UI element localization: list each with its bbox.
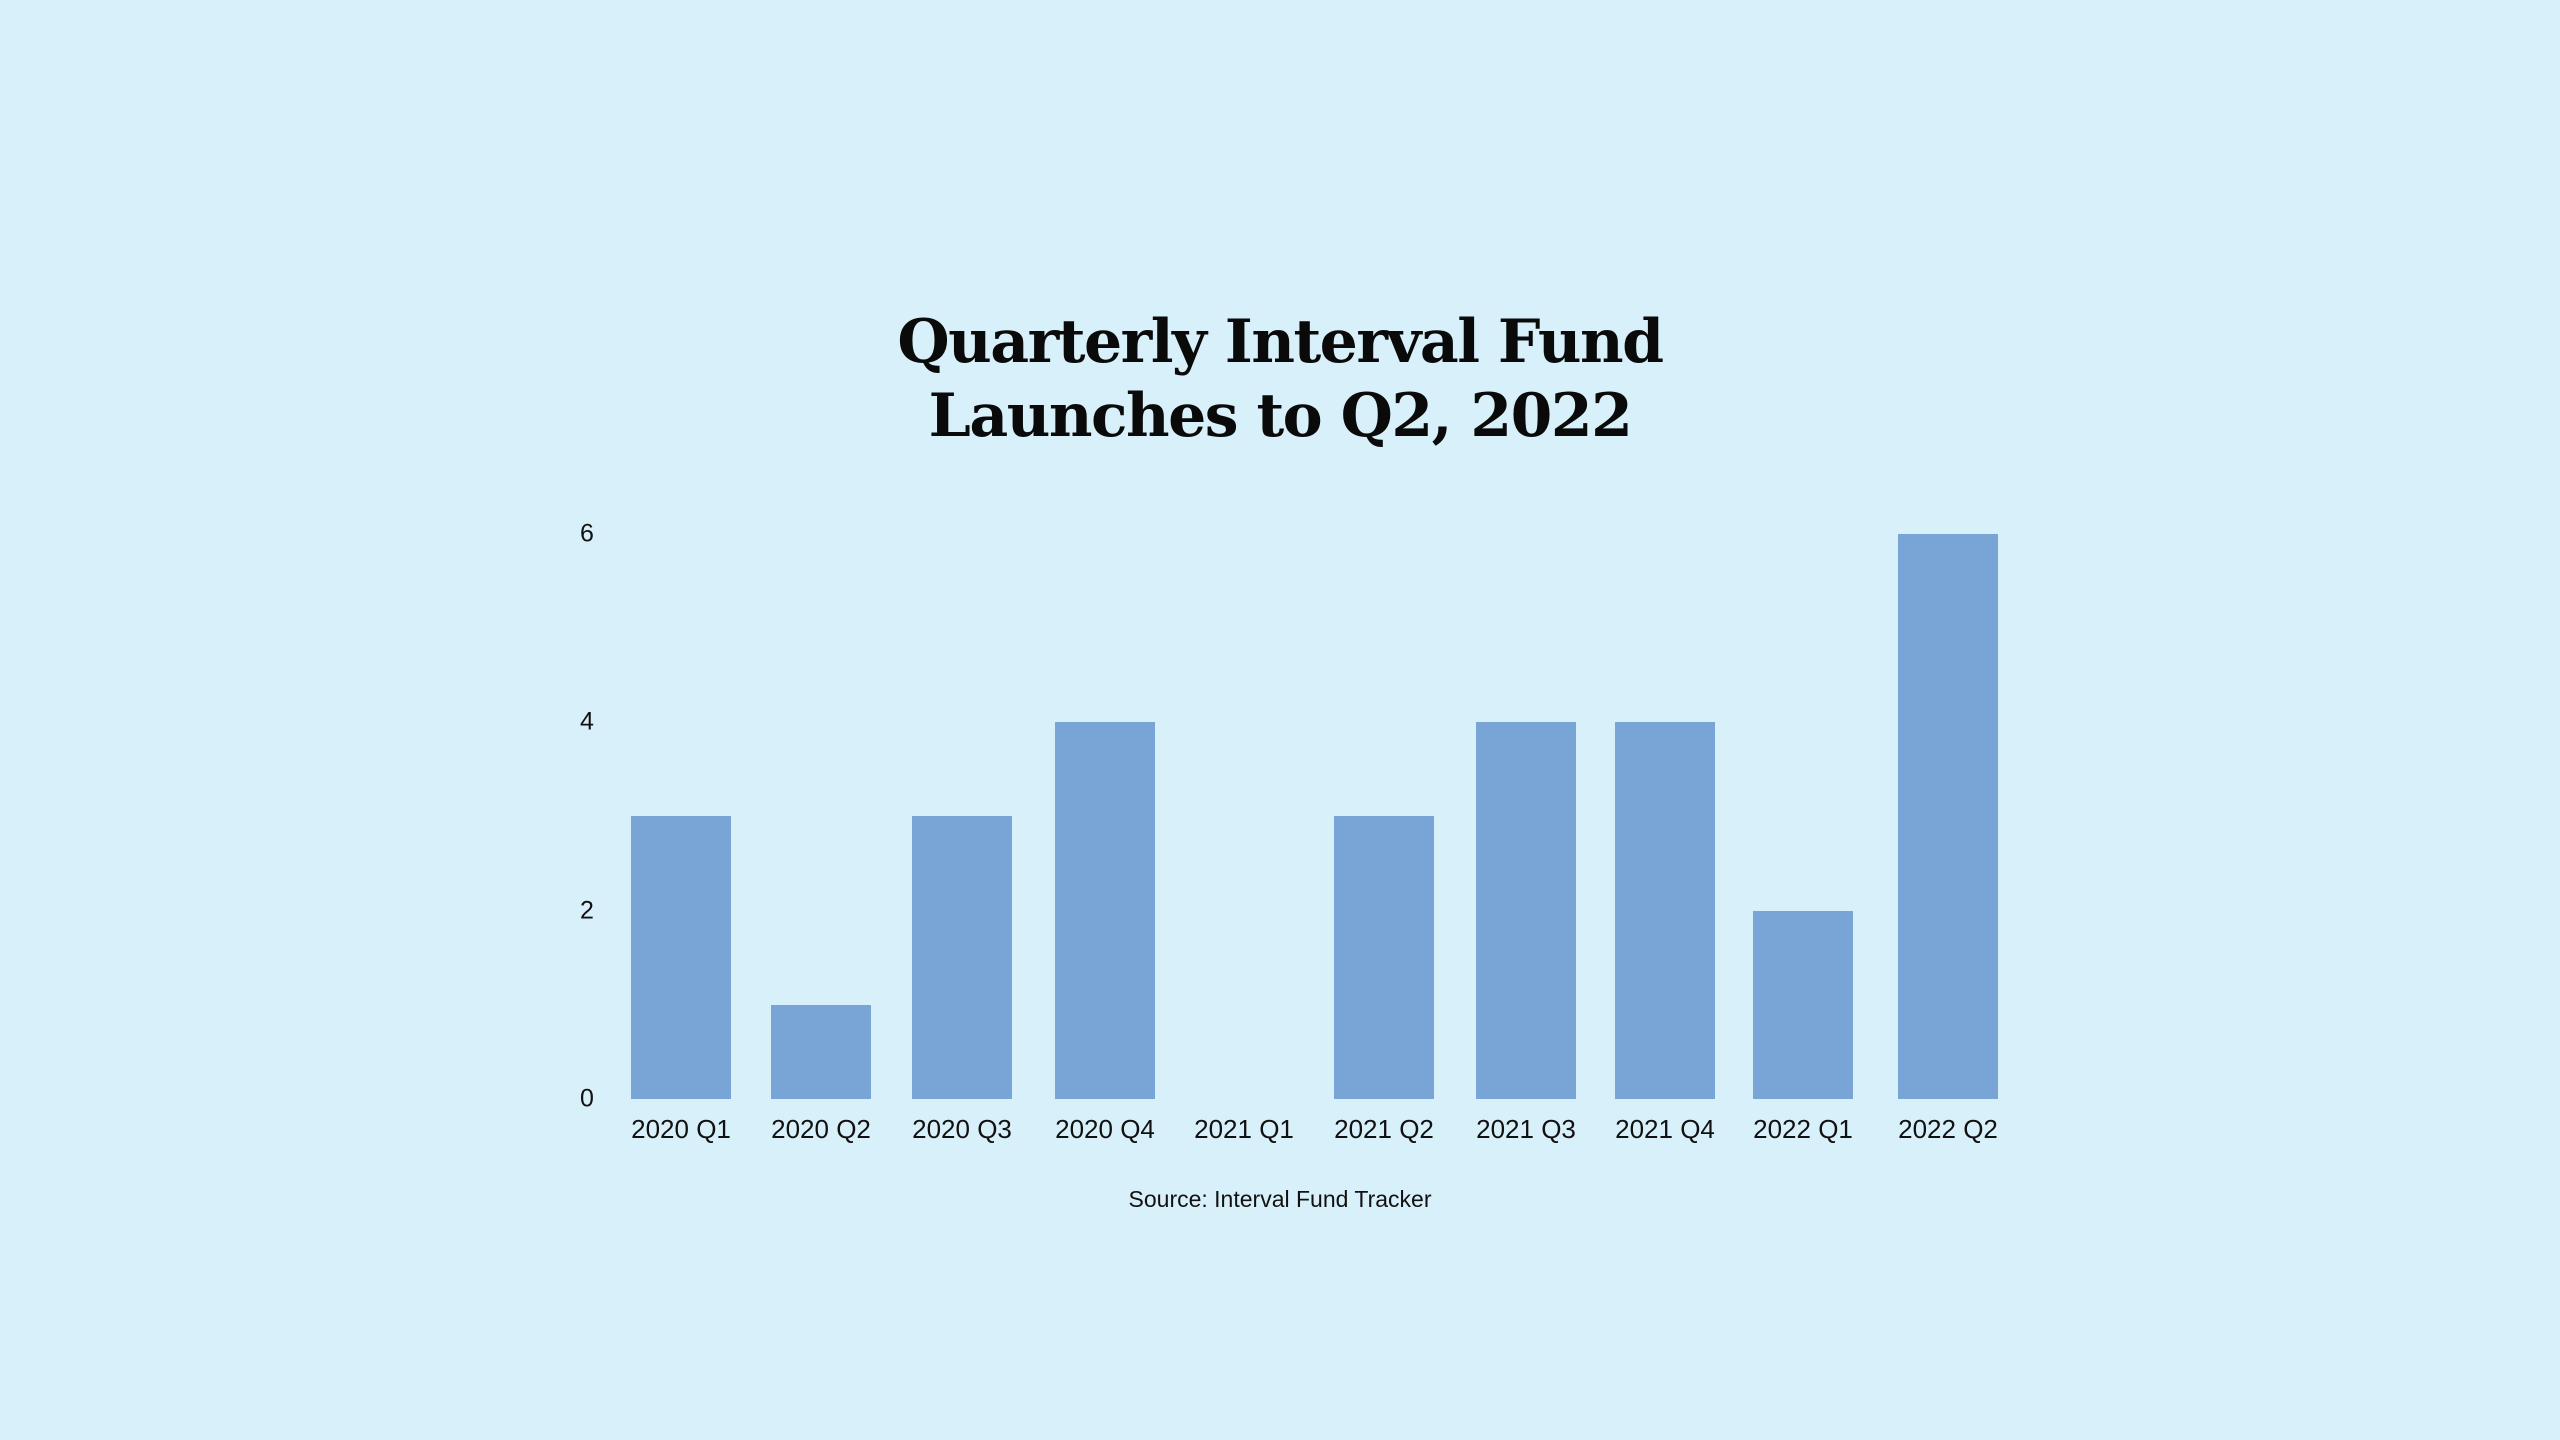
chart-title-line-1: Quarterly Interval Fund	[897, 307, 1664, 377]
bar-2021-q3	[1476, 722, 1576, 1099]
bar-2021-q4	[1615, 722, 1715, 1099]
bar-2020-q3	[912, 816, 1012, 1099]
bar-2022-q2	[1898, 533, 1998, 1099]
y-axis-tick-label: 4	[580, 707, 594, 736]
source-note: Source: Interval Fund Tracker	[1128, 1186, 1432, 1212]
chart-title: Quarterly Interval Fund Launches to Q2, …	[0, 305, 2560, 453]
bar-2020-q4	[1055, 722, 1155, 1099]
y-axis-tick-label: 2	[580, 896, 594, 925]
chart-title-line-2: Launches to Q2, 2022	[928, 381, 1633, 451]
x-axis-label: 2021 Q1	[1194, 1114, 1294, 1144]
bar-2021-q2	[1334, 816, 1434, 1099]
x-axis-label: 2020 Q2	[771, 1114, 871, 1144]
bar-2020-q2	[771, 1004, 871, 1099]
x-axis-label: 2021 Q3	[1476, 1114, 1576, 1144]
x-axis-label: 2021 Q2	[1334, 1114, 1434, 1144]
y-axis-tick-label: 0	[580, 1084, 594, 1113]
x-axis-label: 2020 Q4	[1055, 1114, 1155, 1144]
bar-2022-q1	[1753, 910, 1853, 1099]
x-axis-label: 2022 Q1	[1753, 1114, 1853, 1144]
y-axis-tick-label: 6	[580, 519, 594, 548]
bar-2020-q1	[631, 816, 731, 1099]
x-axis-label: 2022 Q2	[1898, 1114, 1998, 1144]
x-axis-label: 2021 Q4	[1615, 1114, 1715, 1144]
x-axis-label: 2020 Q1	[631, 1114, 731, 1144]
x-axis-label: 2020 Q3	[912, 1114, 1012, 1144]
